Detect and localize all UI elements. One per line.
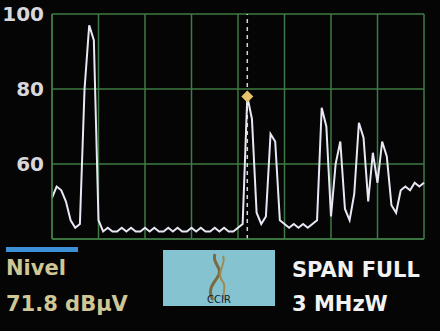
svg-text:80: 80 [16, 77, 44, 101]
html-text:3 MHzW: 3 MHzW [292, 292, 388, 316]
html-text:71.8 dBµV: 71.8 dBµV [6, 292, 128, 316]
html-text:CCIR: CCIR [207, 294, 231, 305]
svg-text:60: 60 [16, 152, 44, 176]
svg-text:100: 100 [2, 2, 44, 26]
html-text:Nivel: Nivel [6, 256, 66, 280]
html-text:SPAN FULL: SPAN FULL [292, 258, 420, 282]
